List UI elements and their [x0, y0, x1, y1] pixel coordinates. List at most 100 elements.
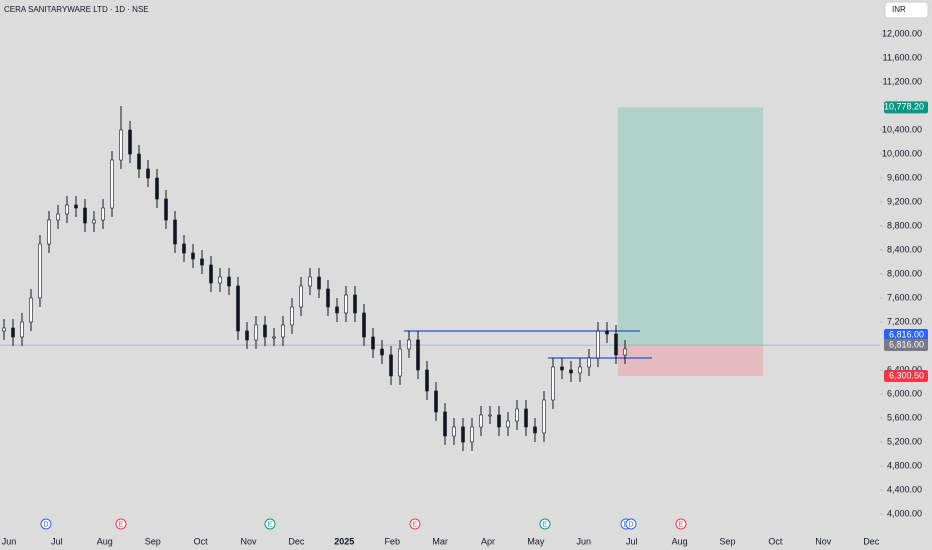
candle-body [128, 129, 132, 155]
currency-button[interactable] [884, 1, 929, 19]
candle-body [470, 426, 474, 443]
candle-body [461, 426, 465, 443]
candle-body [596, 330, 600, 359]
candle-body [326, 288, 330, 308]
x-tick-label: Feb [384, 536, 400, 546]
x-tick-label: Jul [626, 536, 638, 546]
x-tick-label: Sep [145, 536, 161, 546]
candle-body [443, 411, 447, 437]
candle-body [362, 312, 366, 338]
candle-body [20, 321, 24, 338]
candle-body [110, 159, 114, 209]
candle-body [488, 414, 492, 417]
candle-body [344, 294, 348, 314]
y-tick-label: 6,000.00 [887, 388, 922, 398]
x-tick-label: Oct [194, 536, 209, 546]
candle-body [551, 366, 555, 401]
y-tick-label: 4,400.00 [887, 484, 922, 494]
x-tick-label: Apr [481, 536, 495, 546]
candle-body [173, 219, 177, 245]
candle-body [155, 177, 159, 200]
candle-body [281, 324, 285, 338]
event-label: E [413, 521, 418, 528]
candle-body [560, 366, 564, 371]
candle-body [587, 357, 591, 368]
candle-body [371, 336, 375, 350]
candle-body [416, 339, 420, 371]
candle-body [137, 153, 141, 170]
y-tick-label: 12,000.00 [882, 28, 922, 38]
candle-body [335, 306, 339, 314]
y-tick-label: 6,400.00 [887, 364, 922, 374]
x-tick-label: Dec [288, 536, 305, 546]
candle-body [479, 414, 483, 428]
stop-zone [618, 345, 763, 376]
candle-body [425, 369, 429, 392]
y-tick-label: 11,200.00 [883, 76, 922, 86]
x-tick-label: 2025 [334, 536, 354, 546]
candle-body [191, 252, 195, 260]
y-tick-label: 5,600.00 [887, 412, 922, 422]
candle-body [290, 306, 294, 326]
candle-body [452, 426, 456, 437]
event-label: E [543, 521, 548, 528]
x-tick-label: Jun [2, 536, 17, 546]
target-zone [618, 107, 763, 346]
candle-body [380, 348, 384, 356]
event-label: E [268, 521, 273, 528]
candle-body [38, 243, 42, 299]
candle-body [200, 258, 204, 266]
candle-body [389, 354, 393, 377]
y-tick-label: 9,200.00 [887, 196, 922, 206]
last-price-badge-label: 6,816.00 [889, 339, 924, 349]
y-tick-label: 7,600.00 [887, 292, 922, 302]
candle-body [101, 207, 105, 221]
candle-body [236, 285, 240, 332]
event-label: E [679, 521, 684, 528]
y-tick-label: 8,400.00 [887, 244, 922, 254]
stop-badge [884, 369, 928, 382]
x-tick-label: Jun [577, 536, 592, 546]
y-tick-label: 10,000.00 [882, 148, 922, 158]
candle-body [254, 324, 258, 341]
candle-body [182, 243, 186, 254]
candle-body [623, 348, 627, 356]
candle-body [29, 297, 33, 323]
candle-body [578, 366, 582, 374]
candle-body [146, 168, 150, 179]
event-marker [115, 518, 127, 530]
candle-body [83, 207, 87, 224]
chart-title: CERA SANITARYWARE LTD · 1D · NSE [4, 5, 149, 14]
candle-body [218, 276, 222, 284]
target-badge-label: 10,778.20 [884, 102, 924, 112]
event-marker [40, 518, 52, 530]
candle-body [47, 219, 51, 245]
y-tick-label: 9,600.00 [887, 172, 922, 182]
candle-body [209, 264, 213, 284]
x-tick-label: May [527, 536, 545, 546]
candle-body [614, 333, 618, 356]
candle-body [407, 339, 411, 350]
candle-body [524, 408, 528, 428]
candle-body [74, 204, 78, 209]
candle-body [605, 330, 609, 335]
candle-body [569, 369, 573, 374]
entry-badge-label: 6,816.00 [889, 329, 924, 339]
candle-body [533, 426, 537, 434]
candle-body [11, 327, 15, 338]
candle-body [542, 399, 546, 434]
candle-body [56, 213, 60, 221]
y-tick-label: 7,200.00 [887, 316, 922, 326]
candle-body [164, 198, 168, 221]
event-label: D [43, 521, 48, 528]
currency-label[interactable]: INR [892, 5, 906, 14]
x-tick-label: Mar [432, 536, 448, 546]
y-tick-label: 5,200.00 [887, 436, 922, 446]
candle-body [434, 390, 438, 413]
x-tick-label: Jul [51, 536, 63, 546]
y-tick-label: 4,000.00 [887, 508, 922, 518]
x-tick-label: Nov [240, 536, 257, 546]
x-tick-label: Nov [815, 536, 832, 546]
